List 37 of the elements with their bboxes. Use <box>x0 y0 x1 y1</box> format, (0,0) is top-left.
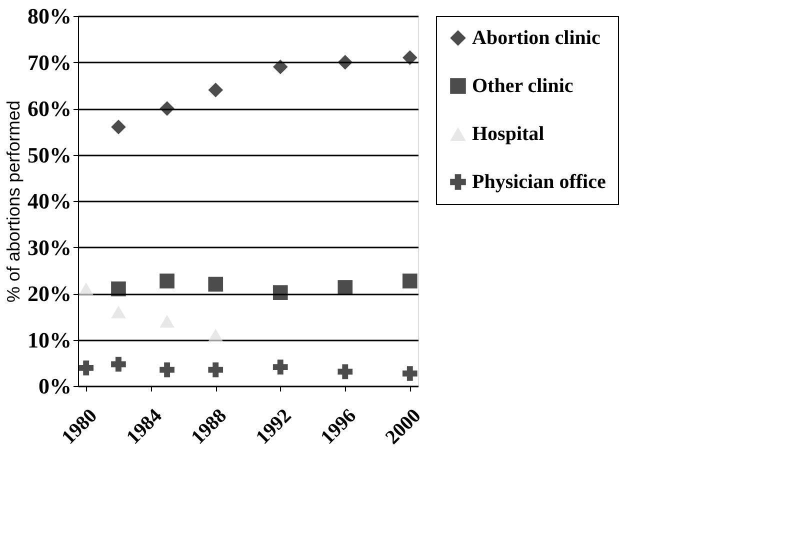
point <box>160 314 174 328</box>
y-tick-label: 80% <box>28 4 72 28</box>
point <box>78 360 94 376</box>
legend-label: Abortion clinic <box>472 27 600 49</box>
y-tick-label: 40% <box>28 188 72 214</box>
point <box>402 274 418 288</box>
point <box>111 306 126 318</box>
y-axis-title: % of abortions performed <box>4 100 24 303</box>
point <box>208 328 224 342</box>
y-tick-label: 10% <box>28 327 72 352</box>
point <box>272 59 288 74</box>
point <box>338 364 353 380</box>
point <box>402 366 418 381</box>
y-tick-label: 60% <box>28 96 72 121</box>
point <box>160 274 174 288</box>
point <box>338 54 353 70</box>
point <box>160 101 174 116</box>
y-tick-label: 50% <box>28 142 72 168</box>
point <box>272 285 288 300</box>
point <box>208 276 224 292</box>
point <box>111 281 126 296</box>
point <box>208 82 224 98</box>
point <box>208 362 224 378</box>
point <box>272 360 288 374</box>
y-tick-label: 0% <box>38 374 72 398</box>
point <box>111 120 126 134</box>
legend-label: Other clinic <box>472 75 574 97</box>
point <box>402 50 418 66</box>
point <box>78 282 94 296</box>
point <box>338 280 353 295</box>
legend-label: Hospital <box>472 123 545 145</box>
y-tick-label: 70% <box>28 50 72 75</box>
legend-label: Physician office <box>472 171 606 193</box>
y-tick-label: 20% <box>28 281 72 306</box>
point <box>111 356 126 372</box>
y-tick-label: 30% <box>28 234 72 260</box>
point <box>160 362 174 378</box>
